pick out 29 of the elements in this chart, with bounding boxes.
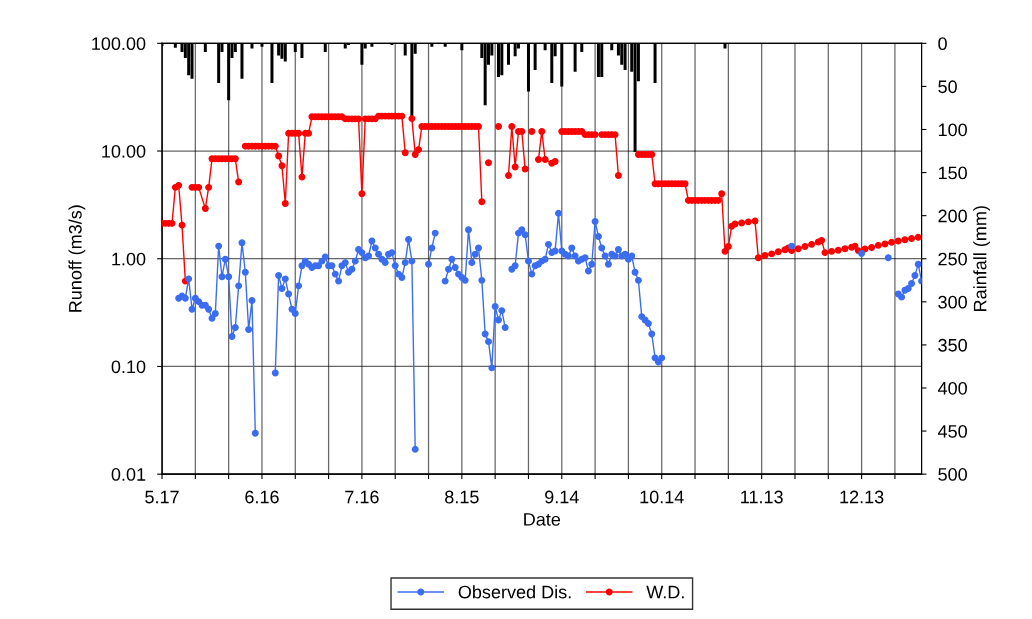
x-tick-label: 10.14 bbox=[640, 490, 684, 504]
x-tick-label: 7.16 bbox=[345, 490, 379, 504]
y2-tick-label: 100 bbox=[938, 123, 967, 137]
x-tick-label: 11.13 bbox=[741, 490, 783, 504]
y2-axis-title: Rainfall (mm) bbox=[973, 206, 991, 311]
x-tick-label: 5.17 bbox=[145, 490, 179, 504]
x-tick-label: 6.16 bbox=[245, 490, 279, 504]
y2-tick-label: 500 bbox=[938, 468, 967, 481]
y2-tick-label: 450 bbox=[937, 425, 967, 438]
x-tick-label: 9.14 bbox=[545, 490, 579, 504]
y-tick-label: 100.00 bbox=[92, 37, 146, 51]
y2-tick-label: 400 bbox=[937, 381, 967, 395]
y2-tick-label: 50 bbox=[938, 80, 957, 94]
y2-tick-label: 200 bbox=[938, 209, 967, 223]
y2-tick-label: 0 bbox=[938, 37, 947, 51]
y2-tick-label: 350 bbox=[938, 338, 967, 352]
legend-label: Observed Dis. bbox=[458, 585, 571, 599]
y-tick-label: 0.01 bbox=[111, 468, 146, 481]
y2-tick-label: 300 bbox=[938, 295, 967, 309]
y2-tick-label: 150 bbox=[938, 166, 967, 180]
x-tick-label: 12.13 bbox=[840, 490, 884, 504]
x-tick-label: 8.15 bbox=[445, 490, 479, 504]
x-axis-title: Date bbox=[524, 513, 561, 526]
y2-tick-label: 250 bbox=[938, 252, 967, 266]
legend-label: W.D. bbox=[646, 585, 684, 599]
y-axis-title: Runoff (m3/s) bbox=[68, 205, 86, 312]
y-tick-label: 0.10 bbox=[111, 360, 146, 374]
y-tick-label: 10.00 bbox=[102, 144, 146, 158]
y-tick-label: 1.00 bbox=[112, 252, 146, 266]
